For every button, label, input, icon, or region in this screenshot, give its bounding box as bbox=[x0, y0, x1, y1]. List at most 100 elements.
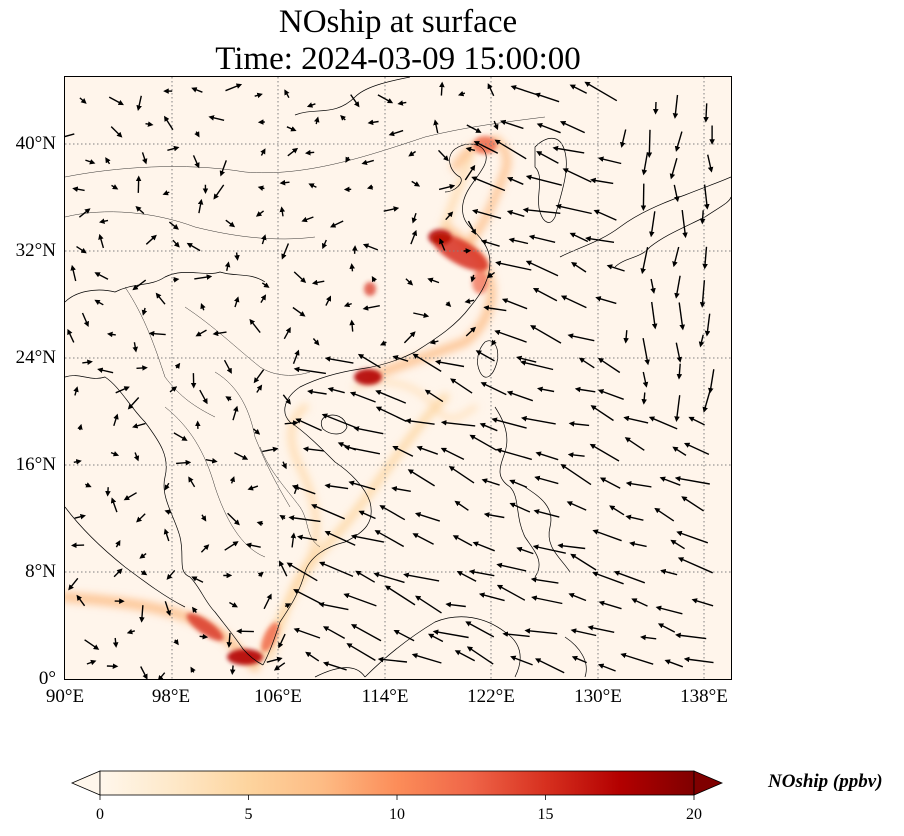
wind-arrow bbox=[403, 572, 440, 582]
wind-arrow bbox=[531, 595, 563, 605]
lon-label-90e: 90°E bbox=[45, 686, 85, 707]
wind-arrow bbox=[141, 152, 148, 165]
wind-arrow bbox=[127, 397, 140, 410]
wind-arrow bbox=[73, 459, 82, 465]
wind-arrow bbox=[641, 152, 649, 176]
wind-arrow bbox=[640, 634, 657, 641]
wind-arrow bbox=[355, 570, 376, 583]
wind-arrow bbox=[557, 543, 586, 550]
wind-arrow bbox=[145, 234, 157, 245]
wind-arrow bbox=[506, 390, 534, 402]
wind-arrow bbox=[468, 569, 495, 577]
wind-arrow bbox=[110, 497, 118, 513]
wind-arrow bbox=[296, 534, 317, 541]
wind-arrow bbox=[391, 486, 411, 492]
wind-arrow bbox=[98, 233, 105, 249]
wind-arrow bbox=[155, 292, 166, 305]
wind-arrow bbox=[672, 246, 680, 268]
wind-arrow bbox=[533, 509, 560, 518]
wind-arrow bbox=[173, 277, 180, 283]
wind-arrow bbox=[516, 546, 534, 555]
wind-arrow bbox=[416, 445, 439, 455]
wind-arrow bbox=[525, 260, 559, 277]
wind-arrow bbox=[349, 391, 376, 403]
wind-arrow bbox=[510, 85, 537, 96]
wind-arrow bbox=[266, 656, 283, 663]
wind-arrow bbox=[509, 502, 531, 513]
wind-arrow bbox=[94, 272, 109, 280]
wind-arrow bbox=[173, 639, 179, 646]
wind-arrow bbox=[631, 598, 648, 607]
wind-arrow bbox=[516, 355, 537, 363]
wind-arrow bbox=[293, 627, 321, 639]
wind-arrow bbox=[412, 533, 434, 545]
wind-arrow bbox=[194, 274, 213, 280]
wind-arrow bbox=[568, 592, 587, 602]
wind-arrow bbox=[707, 154, 714, 173]
wind-arrow bbox=[325, 295, 332, 306]
wind-arrow bbox=[357, 353, 381, 369]
wind-arrow bbox=[590, 177, 614, 185]
wind-arrow bbox=[412, 353, 442, 372]
wind-arrow bbox=[629, 541, 647, 548]
wind-arrow bbox=[411, 653, 442, 664]
wind-arrow bbox=[657, 623, 676, 633]
wind-arrow bbox=[164, 601, 172, 617]
wind-arrow bbox=[377, 656, 408, 663]
wind-arrow bbox=[574, 386, 596, 393]
wind-arrow bbox=[319, 561, 354, 578]
wind-arrow bbox=[494, 139, 527, 160]
wind-arrow bbox=[555, 203, 592, 215]
wind-arrow bbox=[167, 145, 180, 152]
wind-arrow bbox=[470, 274, 476, 283]
wind-arrow bbox=[227, 512, 240, 526]
wind-arrow bbox=[256, 384, 263, 393]
wind-arrow bbox=[229, 476, 235, 484]
wind-arrow bbox=[132, 342, 138, 353]
wind-arrow bbox=[559, 121, 585, 134]
wind-arrow bbox=[672, 94, 679, 119]
wind-arrow bbox=[67, 328, 75, 343]
wind-arrow bbox=[473, 141, 499, 154]
wind-arrow bbox=[675, 342, 683, 363]
wind-arrow bbox=[141, 307, 148, 316]
wind-arrow bbox=[256, 520, 264, 527]
lat-label-24n: 24°N bbox=[15, 347, 56, 368]
wind-arrow bbox=[674, 476, 710, 485]
wind-arrow bbox=[287, 147, 299, 157]
wind-arrow bbox=[676, 530, 709, 544]
wind-arrow bbox=[699, 210, 706, 225]
wind-arrow bbox=[115, 539, 121, 548]
wind-arrow bbox=[471, 176, 506, 192]
wind-arrow bbox=[703, 184, 710, 210]
wind-arrow bbox=[703, 103, 709, 123]
wind-arrow bbox=[340, 114, 347, 121]
wind-arrow bbox=[77, 423, 83, 431]
wind-arrow bbox=[593, 209, 617, 221]
wind-arrow bbox=[140, 666, 148, 679]
wind-arrow bbox=[343, 593, 377, 607]
wind-arrow bbox=[136, 365, 148, 371]
wind-arrow bbox=[145, 121, 154, 127]
wind-arrow bbox=[598, 600, 622, 610]
wind-arrow bbox=[301, 216, 314, 223]
wind-arrow bbox=[284, 89, 290, 99]
wind-arrow bbox=[534, 92, 560, 103]
wind-arrow bbox=[641, 392, 647, 405]
wind-arrow bbox=[681, 496, 704, 512]
wind-arrow bbox=[620, 652, 654, 665]
wind-arrow bbox=[288, 515, 321, 523]
wind-arrow bbox=[254, 92, 263, 99]
wind-arrow bbox=[469, 434, 498, 451]
wind-arrow bbox=[172, 239, 180, 248]
wind-arrow bbox=[226, 633, 233, 648]
wind-arrow bbox=[205, 458, 218, 464]
wind-arrow bbox=[176, 459, 192, 466]
wind-arrow bbox=[229, 665, 236, 676]
wind-arrow bbox=[571, 262, 587, 273]
wind-arrow bbox=[225, 219, 236, 228]
wind-arrow bbox=[192, 155, 200, 169]
wind-arrow bbox=[445, 301, 452, 307]
wind-arrow bbox=[428, 633, 444, 643]
colorbar-tick-0: 0 bbox=[96, 806, 104, 823]
